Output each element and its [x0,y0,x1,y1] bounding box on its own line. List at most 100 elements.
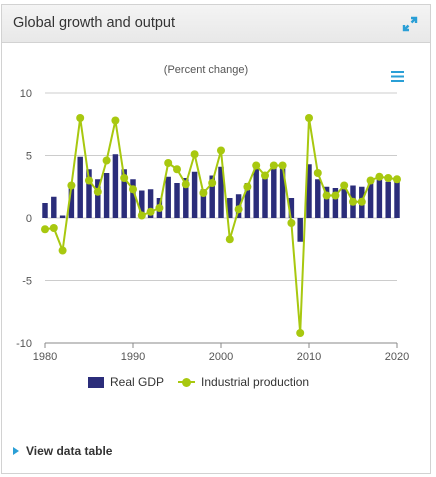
legend-swatch-gdp [88,376,104,388]
gdp-bar[interactable] [394,181,400,218]
industrial-point[interactable] [243,182,252,191]
gdp-bar[interactable] [209,175,215,219]
industrial-point[interactable] [384,174,393,182]
gdp-bar[interactable] [42,203,48,218]
industrial-point[interactable] [190,150,199,159]
industrial-point[interactable] [278,161,287,170]
gdp-bar[interactable] [218,166,224,218]
industrial-point[interactable] [217,146,225,155]
industrial-point[interactable] [340,181,349,190]
gdp-bar[interactable] [95,179,101,218]
industrial-point[interactable] [225,235,234,244]
industrial-point[interactable] [164,159,173,167]
gdp-bar[interactable] [341,185,347,219]
gdp-bar[interactable] [86,169,92,218]
gdp-bar[interactable] [227,198,233,218]
industrial-point[interactable] [111,116,120,125]
industrial-point[interactable] [393,175,401,184]
y-tick-label: 10 [20,88,32,100]
industrial-point[interactable] [181,180,190,189]
gdp-bar[interactable] [315,179,321,218]
legend-label-industrial: Industrial production [201,375,310,389]
industrial-point[interactable] [155,204,164,212]
legend-swatch-industrial [178,377,196,388]
industrial-point[interactable] [366,176,375,185]
triangle-right-icon [13,447,19,455]
gdp-bar[interactable] [306,164,312,218]
industrial-point[interactable] [67,181,76,190]
industrial-point[interactable] [137,211,146,220]
industrial-point[interactable] [173,165,181,174]
legend-item-real-gdp[interactable]: Real GDP [88,375,164,389]
gdp-bar[interactable] [244,183,251,218]
industrial-point[interactable] [252,161,261,170]
view-data-table-label: View data table [26,444,113,458]
industrial-point[interactable] [349,197,357,206]
legend-item-industrial-production[interactable]: Industrial production [178,375,309,389]
gdp-bar[interactable] [121,169,127,218]
gdp-bar[interactable] [112,154,119,218]
gdp-bar[interactable] [253,165,259,219]
legend-label-gdp: Real GDP [110,375,165,389]
gdp-bar[interactable] [139,190,145,219]
industrial-point[interactable] [269,161,278,170]
gdp-bar[interactable] [279,166,286,218]
hamburger-menu-icon[interactable] [391,71,404,82]
gdp-bar[interactable] [147,189,154,218]
gdp-bar[interactable] [297,218,303,242]
industrial-point[interactable] [322,191,331,200]
panel-title: Global growth and output [13,15,176,31]
gdp-bar[interactable] [200,189,207,218]
gdp-bar[interactable] [323,186,330,218]
x-tick-label: 2020 [385,351,409,363]
industrial-point[interactable] [208,179,217,187]
gdp-bar[interactable] [183,178,189,218]
gdp-bar[interactable] [51,196,57,218]
industrial-point[interactable] [296,329,305,337]
industrial-point[interactable] [76,114,85,122]
gdp-bar[interactable] [174,183,180,218]
view-data-table-link[interactable]: View data table [13,444,112,458]
gdp-bar[interactable] [385,181,391,218]
industrial-point[interactable] [375,172,384,181]
gdp-bar[interactable] [288,198,295,218]
industrial-point[interactable] [331,191,340,200]
grid-lines [44,92,398,348]
gdp-bar[interactable] [367,178,374,218]
x-tick-label: 2010 [297,351,321,363]
industrial-point[interactable] [129,185,137,194]
industrial-point[interactable] [261,171,269,180]
gdp-bar[interactable] [332,188,339,218]
industrial-point[interactable] [120,174,129,182]
gdp-bar[interactable] [130,179,136,218]
gdp-bar[interactable] [262,173,268,218]
industrial-point[interactable] [41,225,49,234]
industrial-point[interactable] [287,219,296,227]
industrial-point[interactable] [93,187,102,196]
gdp-bar[interactable] [191,171,198,218]
chart-panel: Global growth and output [1,4,431,474]
gdp-bar[interactable] [68,183,75,218]
industrial-point[interactable] [85,176,93,185]
industrial-point[interactable] [357,197,366,206]
industrial-point[interactable] [58,246,67,255]
gdp-bar[interactable] [77,156,83,218]
gdp-bar[interactable] [271,166,277,218]
industrial-point[interactable] [305,114,313,122]
industrial-point[interactable] [234,205,243,214]
gdp-bar[interactable] [103,173,110,218]
industrial-point[interactable] [49,224,58,232]
industrial-point[interactable] [102,156,111,165]
expand-arrows-icon[interactable] [402,16,418,32]
y-tick-label: 0 [26,213,32,225]
x-tick-label: 1980 [33,351,57,363]
y-tick-label: -10 [16,338,32,350]
gdp-bar[interactable] [59,215,66,219]
gdp-bar[interactable] [376,179,383,218]
industrial-line [41,114,401,337]
industrial-point[interactable] [146,207,155,216]
industrial-point[interactable] [313,169,322,177]
industrial-point[interactable] [199,189,208,197]
gdp-bar[interactable] [165,176,171,218]
